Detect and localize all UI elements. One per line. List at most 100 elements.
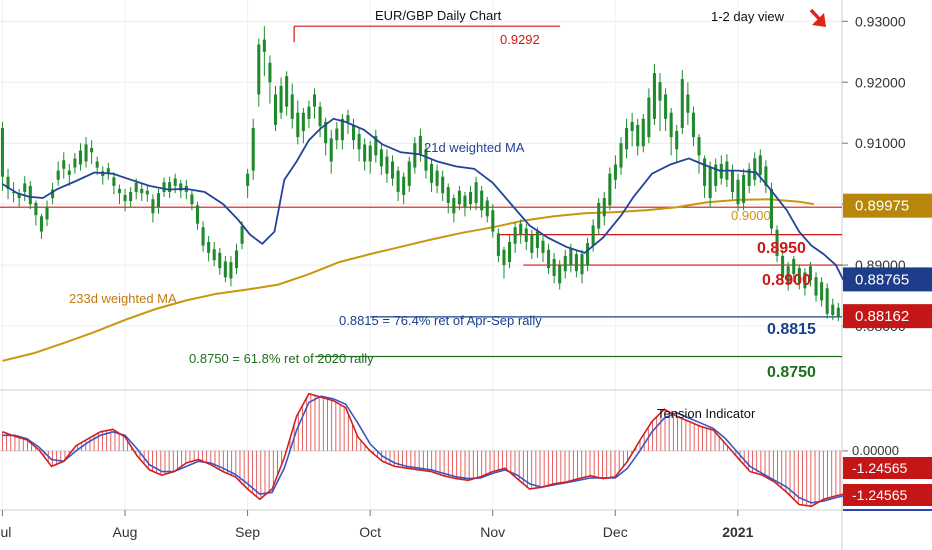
candle-body — [123, 195, 127, 202]
candle — [351, 118, 356, 150]
candle — [519, 219, 523, 244]
candle — [195, 201, 200, 230]
candle-body — [112, 177, 116, 186]
candle — [218, 248, 222, 275]
candle — [6, 168, 10, 200]
candle-body — [340, 118, 344, 141]
price-tick-label: 0.91000 — [855, 135, 906, 151]
candle — [246, 168, 250, 199]
candle-body — [797, 268, 801, 284]
candle-body — [351, 124, 356, 141]
candle — [84, 137, 88, 168]
candle-body — [803, 272, 807, 289]
candle-body — [769, 188, 773, 229]
candle-body — [117, 188, 122, 194]
candle — [123, 188, 127, 212]
candle-body — [831, 304, 835, 316]
candle — [28, 180, 32, 210]
candle-body — [513, 227, 517, 244]
ma-21d-layer — [2, 117, 845, 281]
candle-body — [318, 106, 322, 127]
candle — [480, 185, 484, 218]
level-8900-label: 0.8900 — [762, 272, 811, 289]
candle — [775, 225, 779, 263]
candle — [457, 185, 461, 211]
candle-body — [630, 121, 634, 132]
candle-body — [641, 118, 645, 147]
candle — [814, 272, 818, 302]
level-8815-label: 0.8815 — [767, 321, 816, 338]
candle — [552, 252, 556, 284]
candle — [285, 71, 289, 116]
candle — [747, 162, 751, 194]
candle — [836, 302, 840, 322]
candle-body — [675, 131, 679, 150]
candle — [385, 149, 389, 183]
candle-body — [574, 254, 578, 272]
candle-body — [541, 240, 545, 253]
candle — [753, 152, 757, 186]
candle — [73, 152, 77, 174]
candle-body — [346, 115, 350, 122]
candle-body — [129, 191, 133, 202]
view-label: 1-2 day view — [711, 9, 785, 24]
candle-body — [246, 173, 250, 186]
candle — [190, 190, 194, 211]
time-tick-label: Nov — [480, 524, 505, 540]
candle — [140, 182, 144, 202]
candle-body — [753, 158, 757, 180]
candle — [452, 194, 456, 223]
candle-body — [285, 76, 289, 107]
candle-body — [368, 145, 372, 162]
ma-21d-label: 21d weighted MA — [424, 140, 525, 155]
candle-body — [418, 135, 422, 155]
candle — [301, 107, 305, 144]
candle — [625, 118, 629, 159]
candle-body — [296, 112, 300, 138]
level-9292-label: 0.9292 — [500, 32, 540, 47]
candle — [619, 137, 623, 175]
candlesticks — [0, 26, 840, 322]
candle-body — [714, 164, 718, 186]
candle — [251, 118, 255, 180]
candle-body — [62, 160, 66, 169]
candle — [792, 255, 796, 283]
candle-body — [703, 158, 707, 186]
candle — [168, 176, 172, 199]
candle-body — [530, 234, 534, 253]
candle-body — [195, 205, 200, 224]
candle-body — [140, 188, 144, 194]
candle — [658, 73, 662, 132]
candle-body — [775, 229, 779, 256]
candle-body — [190, 194, 194, 205]
candle — [647, 88, 651, 144]
ma-21d-line — [2, 117, 845, 281]
candle-body — [23, 183, 27, 192]
candle-body — [379, 149, 383, 167]
oscillator-blue-line — [2, 395, 844, 504]
candle-body — [17, 193, 21, 199]
candle — [680, 70, 684, 135]
candle-body — [207, 241, 211, 253]
candle — [664, 88, 668, 132]
candle — [17, 188, 21, 208]
candle — [223, 255, 227, 283]
time-tick-label: Oct — [359, 524, 381, 540]
candle — [418, 128, 422, 162]
candle-body — [145, 190, 149, 195]
candle-body — [441, 176, 445, 194]
candle-body — [742, 174, 746, 203]
candle-body — [463, 195, 467, 208]
candle-body — [691, 112, 695, 138]
candle-body — [290, 94, 294, 119]
candle-body — [697, 137, 701, 156]
price-tick-label: 0.93000 — [855, 13, 906, 29]
candle — [652, 63, 656, 125]
candle — [714, 158, 718, 192]
candle — [273, 85, 278, 132]
candle-body — [786, 266, 790, 284]
candle-body — [429, 163, 434, 183]
candle — [764, 160, 768, 194]
candle — [290, 83, 294, 129]
candle-body — [324, 121, 328, 144]
